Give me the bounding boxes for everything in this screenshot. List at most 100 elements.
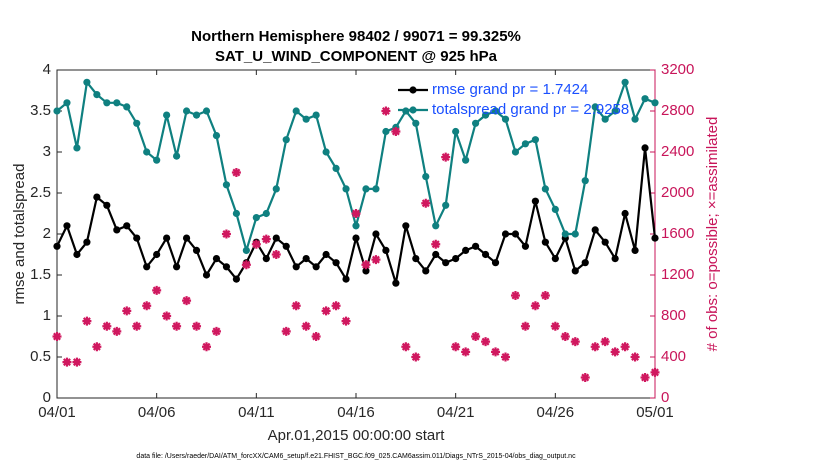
series-marker — [322, 250, 330, 259]
obs-marker — [381, 106, 391, 116]
series-marker — [631, 115, 639, 123]
series-marker — [521, 242, 530, 250]
series-marker — [601, 238, 609, 246]
series-marker — [581, 177, 589, 185]
series-marker — [83, 78, 91, 86]
obs-marker — [471, 332, 481, 341]
series-marker — [571, 230, 579, 238]
y2-tick-label: 1600 — [661, 225, 694, 242]
series-marker — [242, 246, 250, 254]
series-marker — [611, 255, 619, 263]
obs-marker — [112, 326, 122, 336]
obs-marker — [142, 301, 152, 311]
obs-marker — [520, 321, 530, 331]
y2-tick-label: 2800 — [661, 102, 694, 119]
series-marker — [432, 250, 440, 259]
obs-marker — [241, 260, 251, 270]
obs-marker — [341, 316, 351, 326]
series-marker — [212, 132, 221, 140]
obs-marker — [162, 311, 172, 321]
series-marker — [103, 201, 111, 209]
y2-tick-label: 2000 — [661, 184, 694, 201]
series-marker — [302, 255, 310, 263]
x-tick-label: 04/11 — [238, 404, 274, 421]
obs-marker — [461, 347, 471, 357]
series-marker — [491, 259, 500, 267]
series-marker — [382, 127, 390, 136]
series-marker — [173, 152, 181, 160]
series-marker — [472, 119, 480, 127]
series-marker — [651, 99, 659, 107]
series-marker — [362, 267, 370, 275]
obs-marker — [640, 373, 650, 382]
series-marker — [551, 205, 559, 213]
series-marker — [472, 242, 480, 250]
series-marker — [412, 255, 420, 263]
series-marker — [292, 107, 300, 115]
obs-marker — [62, 357, 72, 367]
x-axis-label: Apr.01,2015 00:00:00 start — [268, 427, 446, 444]
series-marker — [143, 263, 151, 271]
obs-marker — [261, 234, 271, 244]
obs-marker — [481, 337, 491, 347]
y-tick-label: 0 — [43, 389, 51, 406]
series-marker — [621, 78, 629, 86]
obs-marker — [510, 291, 520, 300]
series-marker — [342, 185, 350, 193]
obs-marker — [92, 342, 102, 352]
series-marker — [123, 222, 131, 230]
obs-marker — [152, 285, 162, 295]
series-marker — [342, 275, 350, 283]
y-tick-label: 4 — [43, 61, 51, 78]
series-marker — [462, 246, 470, 254]
series-marker — [272, 234, 280, 242]
x-tick-label: 04/16 — [337, 404, 375, 421]
series-marker — [262, 255, 270, 263]
series-marker — [63, 99, 71, 107]
y2-tick-label: 400 — [661, 348, 686, 365]
obs-marker — [72, 357, 82, 367]
series-marker — [402, 222, 410, 230]
obs-marker — [281, 326, 291, 336]
series-marker — [412, 119, 420, 127]
legend-swatch — [409, 106, 417, 114]
series-marker — [501, 230, 510, 238]
series-marker — [222, 263, 231, 271]
series-marker — [641, 144, 649, 152]
series-marker — [163, 111, 171, 119]
obs-marker — [451, 342, 461, 352]
y-tick-label: 1.5 — [30, 266, 51, 283]
series-marker — [332, 259, 340, 267]
x-tick-label: 04/01 — [38, 404, 76, 421]
series-marker — [511, 148, 520, 156]
obs-marker — [231, 168, 241, 177]
series-marker — [432, 222, 440, 230]
obs-marker — [331, 301, 341, 311]
x-tick-label: 04/21 — [437, 404, 475, 421]
series-marker — [63, 222, 71, 230]
obs-marker — [540, 291, 550, 300]
y-axis-label: rmse and totalspread — [11, 164, 28, 305]
y-tick-label: 2 — [43, 225, 51, 242]
series-marker — [601, 115, 609, 123]
series-marker — [222, 181, 231, 189]
obs-marker — [411, 352, 421, 362]
series-marker — [153, 156, 161, 164]
series-marker — [133, 119, 141, 127]
obs-marker — [580, 373, 590, 382]
obs-marker — [291, 301, 301, 311]
y-tick-label: 0.5 — [30, 348, 51, 365]
series-marker — [312, 111, 320, 119]
series-marker — [312, 263, 320, 271]
obs-marker — [421, 198, 431, 208]
series-marker — [192, 246, 201, 254]
series-marker — [442, 201, 450, 209]
series-marker — [651, 234, 659, 242]
obs-marker — [192, 321, 202, 331]
x-tick-label: 04/06 — [138, 404, 176, 421]
series-marker — [143, 148, 151, 156]
obs-marker — [600, 337, 610, 347]
y2-tick-label: 3200 — [661, 61, 694, 78]
obs-marker — [361, 260, 371, 270]
series-marker — [641, 95, 649, 103]
